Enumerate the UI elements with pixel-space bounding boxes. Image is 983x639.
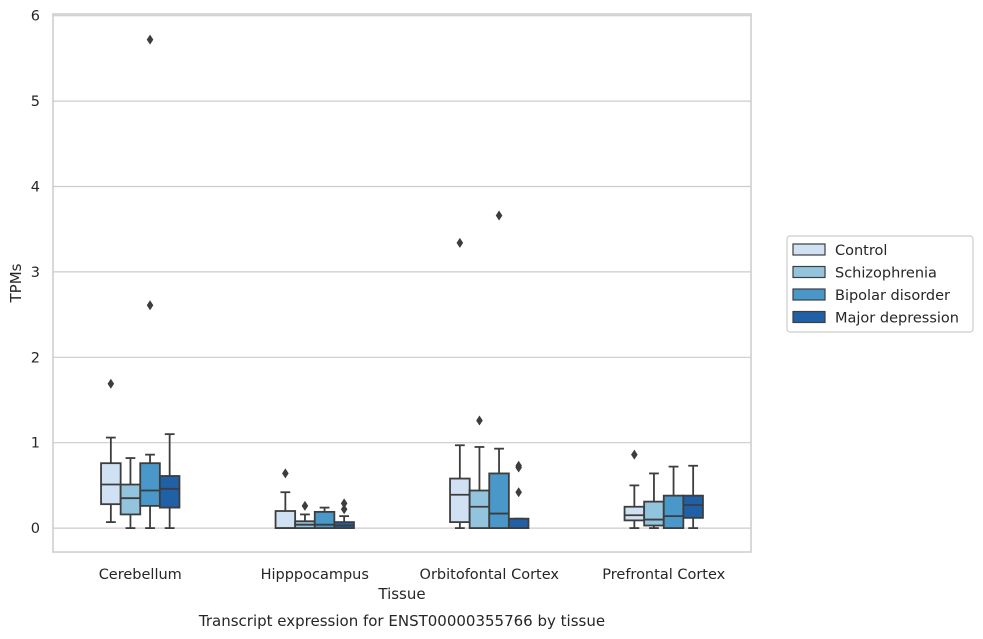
- box-iqr: [623, 505, 646, 522]
- legend-label: Bipolar disorder: [835, 288, 950, 304]
- box-schizophrenia: [294, 500, 316, 529]
- x-axis-label: Tissue: [377, 585, 425, 603]
- box-schizophrenia: [643, 472, 665, 529]
- box-iqr: [662, 494, 685, 529]
- x-tick-label: Hipppocampus: [261, 567, 369, 583]
- box-schizophrenia: [468, 415, 491, 529]
- y-axis-ticks: 0 1 2 3 4 5 6: [31, 9, 40, 537]
- legend-label: Control: [835, 243, 887, 259]
- box-iqr: [158, 475, 181, 509]
- y-tick-label: 1: [31, 436, 40, 452]
- box-iqr: [313, 510, 336, 529]
- x-axis-ticks: Cerebellum Hipppocampus Orbitofontal Corte…: [99, 567, 726, 583]
- box-major-depression: [333, 498, 355, 529]
- plot-frame: [52, 13, 752, 553]
- legend-swatch: [792, 243, 826, 256]
- outlier-point: [340, 498, 348, 509]
- box-iqr: [643, 500, 665, 527]
- box-iqr: [139, 462, 161, 507]
- series-control: [100, 237, 646, 529]
- outlier-point: [495, 210, 503, 221]
- outlier-point: [476, 415, 483, 426]
- y-tick-label: 5: [31, 94, 40, 110]
- legend-frame: [786, 235, 974, 333]
- y-tick-label: 4: [31, 180, 40, 196]
- x-tick-label: Prefrontal Cortex: [602, 567, 725, 583]
- y-tick-label: 6: [31, 9, 40, 25]
- box-major-depression: [682, 464, 704, 529]
- box-iqr: [274, 510, 297, 529]
- outlier-point: [301, 500, 309, 511]
- box-iqr: [119, 483, 142, 516]
- legend-label: Schizophrenia: [835, 266, 937, 282]
- box-major-depression: [158, 433, 181, 529]
- box-control: [274, 468, 297, 529]
- y-tick-label: 0: [31, 521, 40, 537]
- box-series: [100, 34, 704, 529]
- box-iqr: [488, 472, 510, 529]
- box-control: [449, 237, 471, 529]
- box-bipolar-disorder: [488, 210, 510, 529]
- y-tick-label: 2: [31, 350, 40, 366]
- series-major-depression: [158, 433, 704, 529]
- outlier-point: [515, 460, 522, 471]
- box-bipolar-disorder: [662, 465, 685, 529]
- gridlines: [53, 15, 751, 529]
- outlier-point: [340, 504, 348, 515]
- series-bipolar-disorder: [139, 34, 685, 529]
- outlier-point: [515, 487, 522, 498]
- box-control: [623, 449, 646, 529]
- chart-caption: Transcript expression for ENST0000035576…: [198, 612, 605, 630]
- box-schizophrenia: [119, 457, 142, 529]
- box-major-depression: [507, 460, 530, 529]
- outlier-point: [456, 237, 464, 248]
- legend-swatch: [792, 310, 826, 324]
- series-schizophrenia: [119, 415, 665, 529]
- outlier-point: [631, 449, 638, 460]
- legend-swatch: [792, 288, 826, 301]
- box-iqr: [468, 489, 491, 529]
- box-iqr: [449, 477, 471, 524]
- outlier-point: [107, 378, 115, 389]
- box-bipolar-disorder: [139, 34, 161, 529]
- x-tick-label: Cerebellum: [99, 567, 182, 583]
- box-iqr: [682, 494, 704, 519]
- box-control: [100, 378, 122, 524]
- box-iqr: [507, 517, 530, 529]
- outlier-point: [146, 300, 154, 311]
- legend-label: Major depression: [835, 311, 959, 327]
- y-axis-label: TPMs: [7, 263, 25, 303]
- outlier-point: [146, 34, 154, 45]
- legend: Control Schizophrenia Bipolar disorder Majo…: [786, 235, 974, 333]
- x-tick-label: Orbitofontal Cortex: [420, 567, 560, 583]
- y-tick-label: 3: [31, 265, 40, 281]
- box-bipolar-disorder: [313, 506, 336, 529]
- legend-swatch: [792, 265, 826, 279]
- outlier-point: [282, 468, 289, 479]
